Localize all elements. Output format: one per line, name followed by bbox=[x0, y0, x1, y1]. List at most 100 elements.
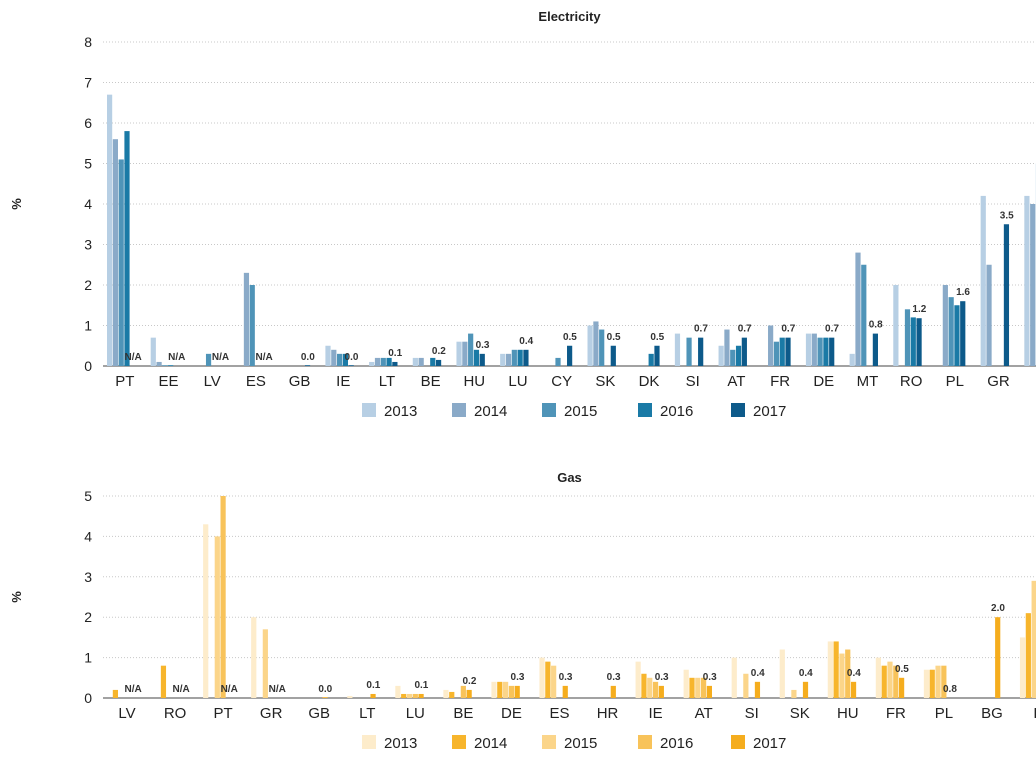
gas-x-tick-label: LV bbox=[118, 705, 135, 722]
gas-bar-pt-2013 bbox=[203, 524, 209, 698]
electricity-x-tick-label: LU bbox=[508, 373, 527, 390]
gas-bar-ie-2017 bbox=[658, 685, 664, 698]
electricity-y-tick-label: 5 bbox=[84, 156, 92, 172]
gas-bar-pl-2016 bbox=[941, 665, 947, 698]
gas-bar-fr-2014 bbox=[881, 665, 887, 698]
gas-bar-fr-2015 bbox=[887, 661, 893, 698]
gas-bar-si-2015 bbox=[743, 673, 749, 698]
electricity-bar-pl-2014 bbox=[942, 285, 948, 366]
electricity-bar-ie-2017 bbox=[348, 365, 354, 366]
electricity-legend-swatch-2016 bbox=[638, 403, 652, 417]
gas-legend-label-2017: 2017 bbox=[753, 735, 786, 752]
electricity-bar-es-2015 bbox=[249, 285, 255, 366]
electricity-bar-fr-2017 bbox=[785, 337, 791, 366]
electricity-bar-de-2016 bbox=[823, 337, 829, 366]
electricity-bar-ie-2015 bbox=[337, 353, 343, 366]
electricity-x-tick-label: IE bbox=[336, 373, 350, 390]
electricity-chart-title: Electricity bbox=[538, 9, 601, 24]
gas-bar-es-2013 bbox=[539, 657, 545, 698]
electricity-x-tick-label: MT bbox=[857, 373, 879, 390]
electricity-bar-si-2015 bbox=[686, 337, 692, 366]
gas-data-label: 0.8 bbox=[943, 684, 957, 695]
gas-x-tick-label: IE bbox=[648, 705, 662, 722]
electricity-bar-pt-2016 bbox=[124, 131, 130, 366]
gas-data-label: 0.4 bbox=[799, 668, 813, 679]
electricity-bar-lu-2015 bbox=[511, 349, 517, 366]
electricity-bar-ie-2013 bbox=[325, 345, 331, 366]
gas-y-tick-label: 0 bbox=[84, 690, 92, 706]
electricity-bar-ie-2014 bbox=[331, 349, 337, 366]
gas-bar-pt-2016 bbox=[220, 496, 226, 698]
electricity-data-label: N/A bbox=[212, 352, 229, 363]
electricity-bar-si-2017 bbox=[698, 337, 704, 366]
gas-bar-bg-2017 bbox=[995, 617, 1001, 698]
gas-x-tick-label: SI bbox=[745, 705, 759, 722]
electricity-bar-hu-2017 bbox=[479, 353, 485, 366]
gas-x-tick-label: GR bbox=[260, 705, 283, 722]
gas-x-tick-label: HU bbox=[837, 705, 859, 722]
electricity-y-tick-label: 1 bbox=[84, 318, 92, 334]
electricity-y-axis-label: % bbox=[9, 198, 24, 210]
electricity-bar-lt-2014 bbox=[374, 357, 381, 366]
electricity-x-tick-label: GR bbox=[987, 373, 1010, 390]
electricity-data-label: 1.2 bbox=[912, 304, 926, 315]
electricity-bar-lu-2013 bbox=[500, 353, 506, 366]
electricity-bar-sk-2015 bbox=[599, 329, 605, 366]
gas-bar-at-2016 bbox=[701, 677, 707, 698]
electricity-x-tick-label: SI bbox=[686, 373, 700, 390]
electricity-bar-fr-2015 bbox=[773, 341, 780, 366]
gas-x-tick-label: AT bbox=[695, 705, 713, 722]
gas-x-tick-label: ES bbox=[549, 705, 569, 722]
gas-bar-gr-2013 bbox=[251, 617, 257, 698]
gas-bar-hu-2013 bbox=[827, 641, 833, 698]
electricity-bar-hu-2013 bbox=[456, 341, 462, 366]
electricity-legend-label-2014: 2014 bbox=[474, 403, 507, 420]
gas-data-label: 0.1 bbox=[414, 680, 428, 691]
gas-data-label: 0.5 bbox=[895, 664, 909, 675]
electricity-bar-at-2017 bbox=[741, 337, 747, 366]
gas-bar-hu-2014 bbox=[833, 641, 839, 698]
gas-bar-ie-2013 bbox=[635, 661, 641, 698]
gas-legend-label-2014: 2014 bbox=[474, 735, 507, 752]
electricity-bar-at-2014 bbox=[724, 329, 730, 366]
electricity-bar-be-2017 bbox=[435, 359, 442, 366]
gas-bar-de-2013 bbox=[491, 681, 497, 698]
gas-x-tick-label: GB bbox=[308, 705, 330, 722]
electricity-data-label: 1.6 bbox=[956, 287, 970, 298]
gas-legend-swatch-2014 bbox=[452, 735, 466, 749]
electricity-y-tick-label: 4 bbox=[84, 196, 92, 212]
electricity-legend-label-2013: 2013 bbox=[384, 403, 417, 420]
gas-data-label: 0.1 bbox=[366, 680, 380, 691]
electricity-bar-lt-2015 bbox=[380, 357, 386, 366]
gas-bar-sk-2013 bbox=[779, 649, 785, 698]
gas-legend-label-2015: 2015 bbox=[564, 735, 597, 752]
electricity-bar-gr-2013 bbox=[980, 195, 986, 366]
electricity-bar-at-2015 bbox=[730, 349, 736, 366]
electricity-x-tick-label: GB bbox=[289, 373, 311, 390]
electricity-x-tick-label: LV bbox=[204, 373, 221, 390]
electricity-bar-pl-2017 bbox=[960, 301, 966, 366]
electricity-data-label: 0.4 bbox=[519, 336, 533, 347]
gas-bar-sk-2015 bbox=[791, 689, 797, 698]
gas-bar-it-2013 bbox=[1019, 637, 1026, 698]
electricity-bar-lt-2013 bbox=[369, 361, 375, 366]
gas-bar-fr-2013 bbox=[875, 657, 881, 698]
gas-bar-es-2017 bbox=[562, 685, 568, 698]
electricity-bar-mt-2013 bbox=[849, 353, 855, 366]
electricity-legend-swatch-2017 bbox=[731, 403, 745, 417]
gas-data-label: N/A bbox=[173, 684, 190, 695]
electricity-chart: Electricity% 0 1 2 3 4 5 6 7 8 PT N/A EE N/A LV N/A ES N/… bbox=[9, 9, 1036, 420]
electricity-data-label: 0.3 bbox=[476, 340, 490, 351]
gas-y-tick-label: 3 bbox=[84, 569, 92, 585]
electricity-x-tick-label: AT bbox=[727, 373, 745, 390]
electricity-x-tick-label: DE bbox=[813, 373, 834, 390]
electricity-legend-swatch-2015 bbox=[542, 403, 556, 417]
electricity-data-label: N/A bbox=[124, 352, 141, 363]
electricity-bar-lu-2014 bbox=[505, 353, 512, 366]
electricity-bar-mt-2014 bbox=[855, 252, 861, 366]
electricity-bar-ee-2014 bbox=[156, 361, 162, 366]
gas-bar-hu-2016 bbox=[845, 649, 851, 698]
electricity-bar-pt-2014 bbox=[112, 139, 118, 366]
gas-data-label: N/A bbox=[221, 684, 238, 695]
gas-x-tick-label: LU bbox=[406, 705, 425, 722]
